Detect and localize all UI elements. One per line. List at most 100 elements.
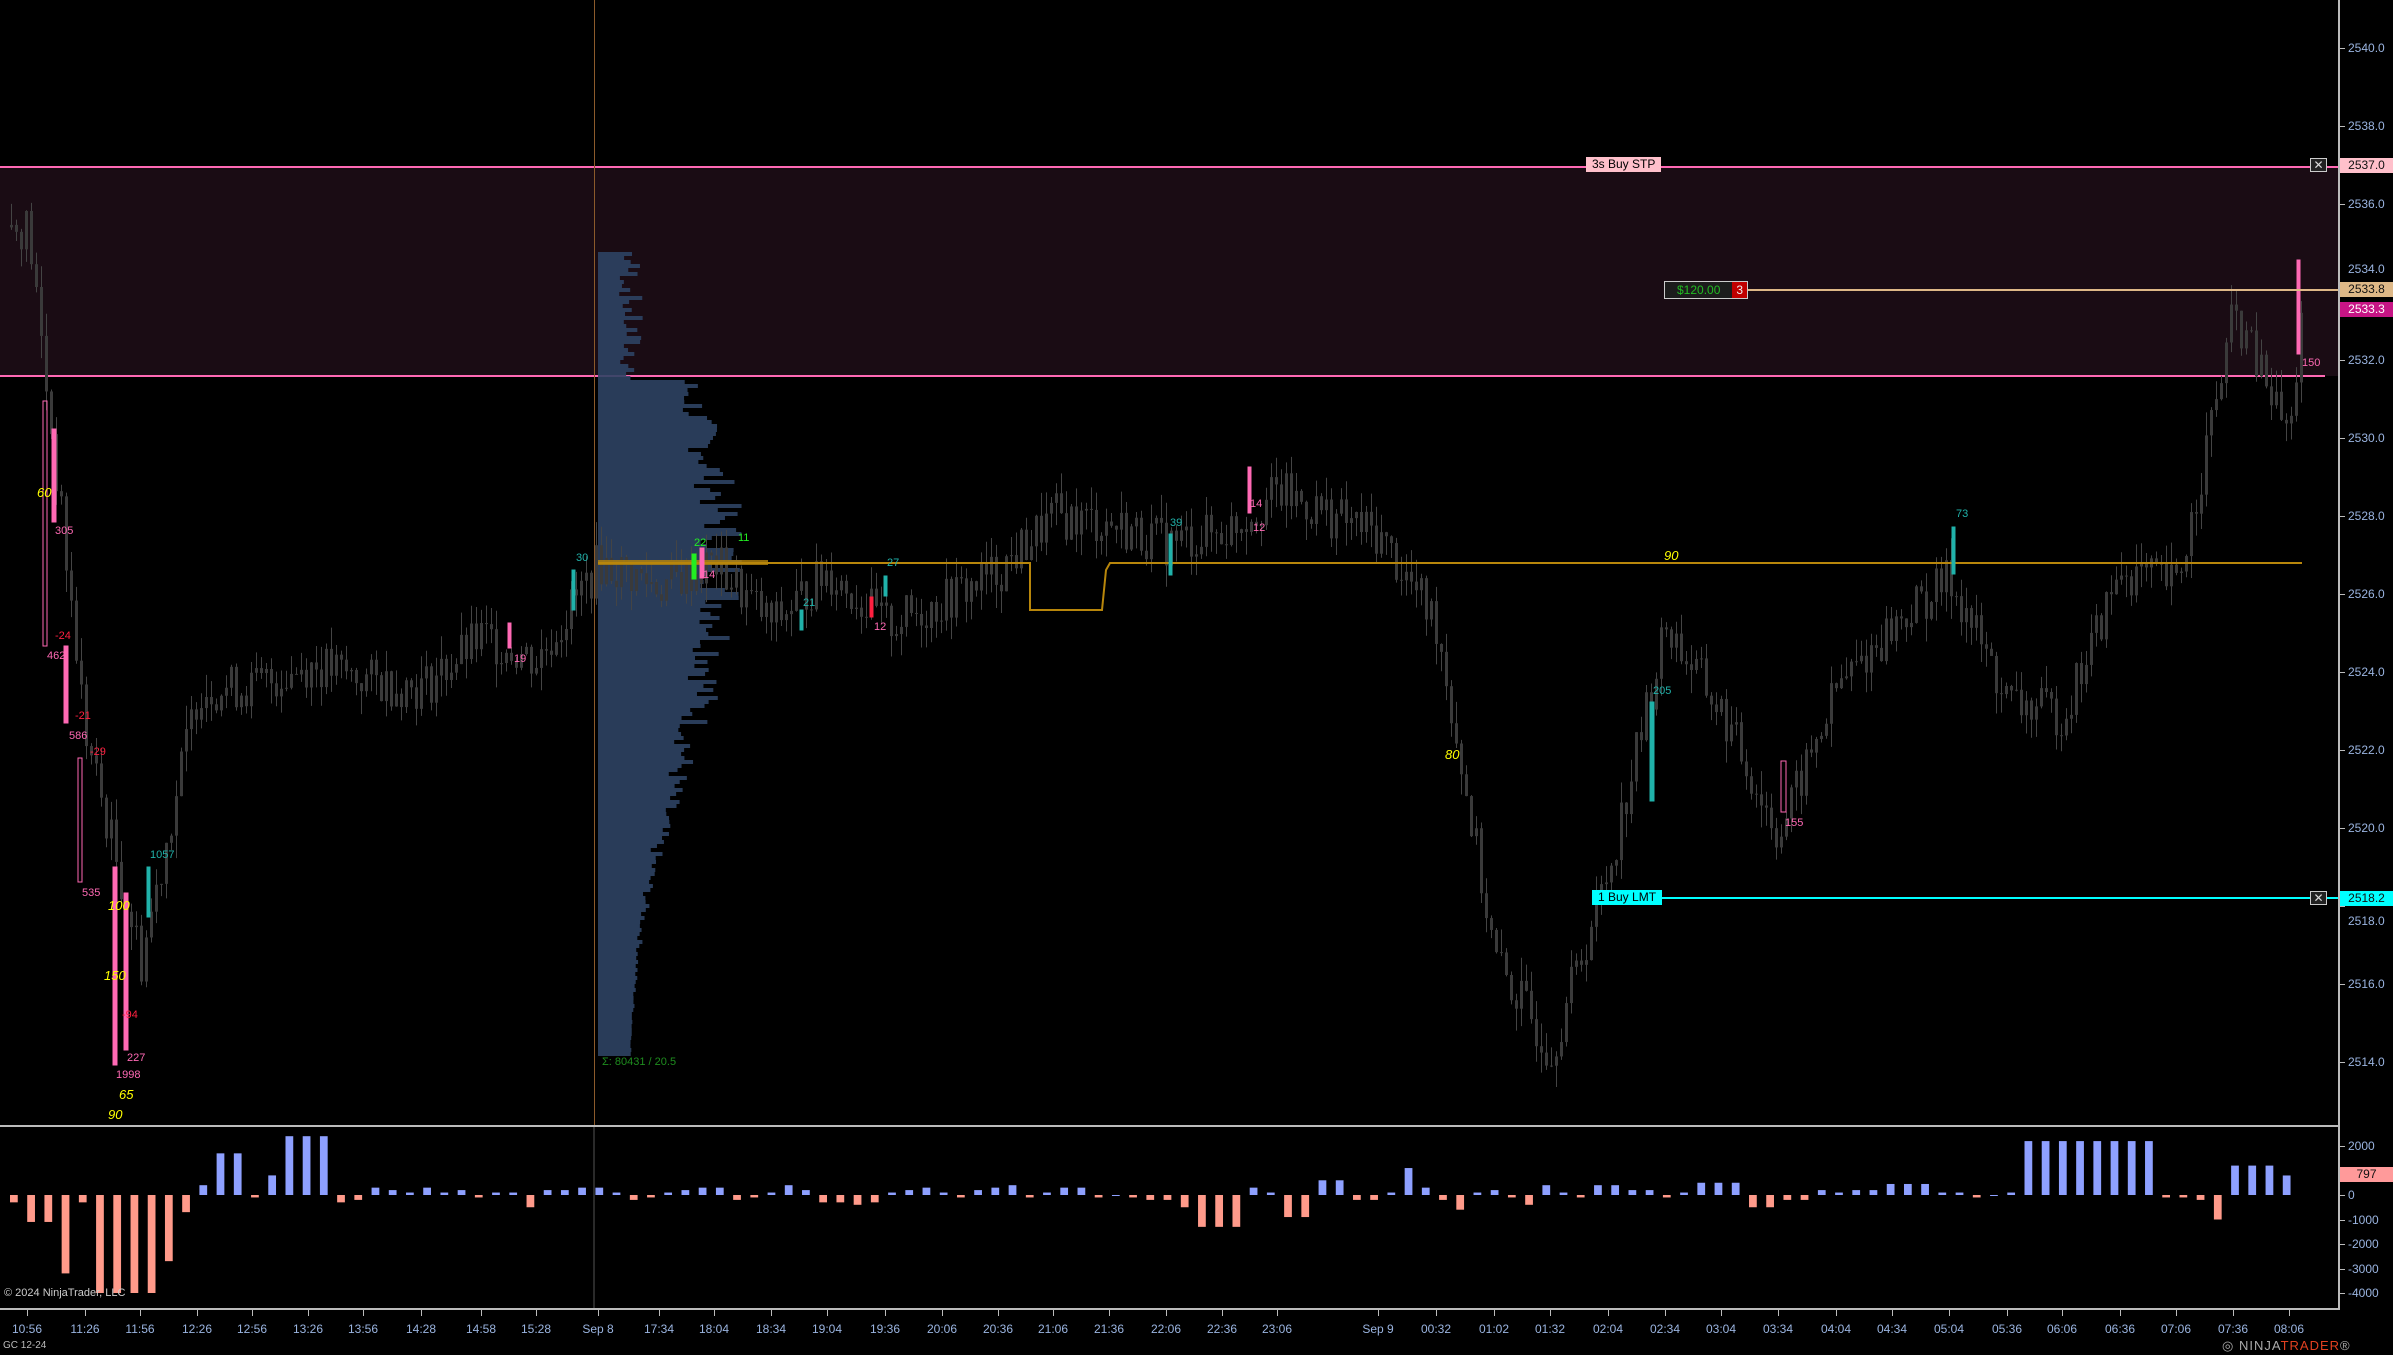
price-panel[interactable]: 3s Buy STP 1 Buy LMT $120.00 3 Σ: 80431 … xyxy=(0,0,2338,1125)
candle-body xyxy=(1695,658,1698,670)
bar-annotation: 19 xyxy=(514,653,527,665)
candle-body xyxy=(1630,781,1633,815)
delta-label: 0 xyxy=(2348,1188,2355,1202)
candle-body xyxy=(1610,865,1613,883)
candle-body xyxy=(280,688,283,697)
delta-panel[interactable]: © 2024 NinjaTrader, LLC xyxy=(0,1127,2338,1310)
candle-body xyxy=(2235,304,2238,311)
profile-bar xyxy=(598,1052,631,1056)
profile-bar xyxy=(598,1024,632,1028)
instrument-label: GC 12-24 xyxy=(3,1340,47,1351)
bar-annotation: 90 xyxy=(108,1107,123,1122)
profile-bar xyxy=(598,572,709,576)
candle-body xyxy=(2065,718,2068,736)
time-label: 17:34 xyxy=(643,1322,675,1336)
profile-bar xyxy=(598,772,669,776)
bar-annotation: 535 xyxy=(82,887,101,899)
signal-marker xyxy=(571,569,576,611)
candle-body xyxy=(1200,546,1203,555)
candle-body xyxy=(2200,494,2203,514)
panel-divider[interactable] xyxy=(0,1125,2338,1127)
profile-bar xyxy=(598,540,701,544)
limit-line[interactable] xyxy=(1662,897,2338,899)
profile-bar xyxy=(598,928,642,932)
time-tick xyxy=(363,1310,364,1316)
delta-bar xyxy=(1869,1190,1878,1195)
profile-bar xyxy=(598,716,682,720)
limit-price-tag[interactable]: 2518.2 xyxy=(2340,891,2393,906)
time-tick xyxy=(2062,1310,2063,1316)
candle-body xyxy=(675,560,678,573)
candle-body xyxy=(350,670,353,672)
candle-body xyxy=(2125,575,2128,577)
candle-body xyxy=(1720,698,1723,713)
candle-body xyxy=(1260,525,1263,527)
profile-bar xyxy=(598,720,708,724)
candle-body xyxy=(1645,692,1648,741)
delta-bar xyxy=(1025,1195,1034,1198)
candle-body xyxy=(2170,564,2173,587)
last-price-tag: 2533.3 xyxy=(2340,302,2393,317)
candle-body xyxy=(1335,513,1338,539)
profile-bar xyxy=(598,532,742,536)
delta-bar xyxy=(1146,1195,1155,1200)
cancel-stop-icon[interactable]: ✕ xyxy=(2310,158,2327,172)
profile-bar xyxy=(598,852,663,856)
price-tick xyxy=(2340,672,2345,673)
price-axis-line[interactable] xyxy=(2338,0,2340,1310)
profile-bar xyxy=(598,732,682,736)
delta-current-tag: 797 xyxy=(2340,1167,2393,1182)
profile-bar xyxy=(598,528,737,532)
bar-annotation: 11 xyxy=(738,532,750,544)
time-label: 13:56 xyxy=(347,1322,379,1336)
candle-body xyxy=(885,602,888,606)
candle-body xyxy=(2060,735,2063,737)
candle-body xyxy=(2035,706,2038,720)
position-line[interactable] xyxy=(1748,289,2338,291)
delta-bar xyxy=(61,1195,70,1274)
profile-bar xyxy=(598,996,634,1000)
candle-body xyxy=(160,883,163,885)
price-label: 2526.0 xyxy=(2348,587,2385,601)
candle-body xyxy=(440,658,443,676)
position-box[interactable]: $120.00 3 xyxy=(1664,281,1749,299)
candle-body xyxy=(950,578,953,618)
limit-order-tag[interactable]: 1 Buy LMT xyxy=(1592,890,1663,905)
stop-line[interactable] xyxy=(0,166,2338,168)
candle-body xyxy=(1615,860,1618,866)
time-tick xyxy=(2120,1310,2121,1316)
profile-bar xyxy=(598,700,709,704)
profile-bar xyxy=(598,952,638,956)
delta-bar xyxy=(2179,1195,2188,1198)
bar-annotation: 1998 xyxy=(116,1069,141,1081)
price-tick xyxy=(2340,906,2345,907)
profile-bar xyxy=(598,412,689,416)
delta-bar xyxy=(233,1153,242,1195)
time-tick xyxy=(481,1310,482,1316)
time-label: 02:04 xyxy=(1592,1322,1624,1336)
signal-marker xyxy=(1649,701,1655,802)
time-tick xyxy=(1222,1310,1223,1316)
time-label: 07:36 xyxy=(2217,1322,2249,1336)
candle-body xyxy=(1665,627,1668,630)
delta-bar xyxy=(1507,1195,1516,1198)
profile-bar xyxy=(598,376,631,380)
cancel-limit-icon[interactable]: ✕ xyxy=(2310,891,2327,905)
candle-body xyxy=(1070,506,1073,540)
candle-body xyxy=(1415,581,1418,591)
candle-body xyxy=(925,625,928,628)
candle-body xyxy=(260,668,263,674)
candle-body xyxy=(2030,700,2033,720)
delta-bar xyxy=(1318,1180,1327,1195)
signal-marker xyxy=(869,596,874,618)
bar-annotation: 100 xyxy=(108,898,130,913)
stop-order-tag[interactable]: 3s Buy STP xyxy=(1586,157,1662,172)
time-tick xyxy=(1836,1310,1837,1316)
delta-bar xyxy=(750,1195,759,1198)
signal-marker xyxy=(1168,533,1173,576)
profile-bar xyxy=(598,352,635,356)
candle-body xyxy=(470,623,473,660)
stop-price-tag[interactable]: 2537.0 xyxy=(2340,158,2393,173)
price-tick xyxy=(2340,126,2345,127)
time-tick xyxy=(1949,1310,1950,1316)
